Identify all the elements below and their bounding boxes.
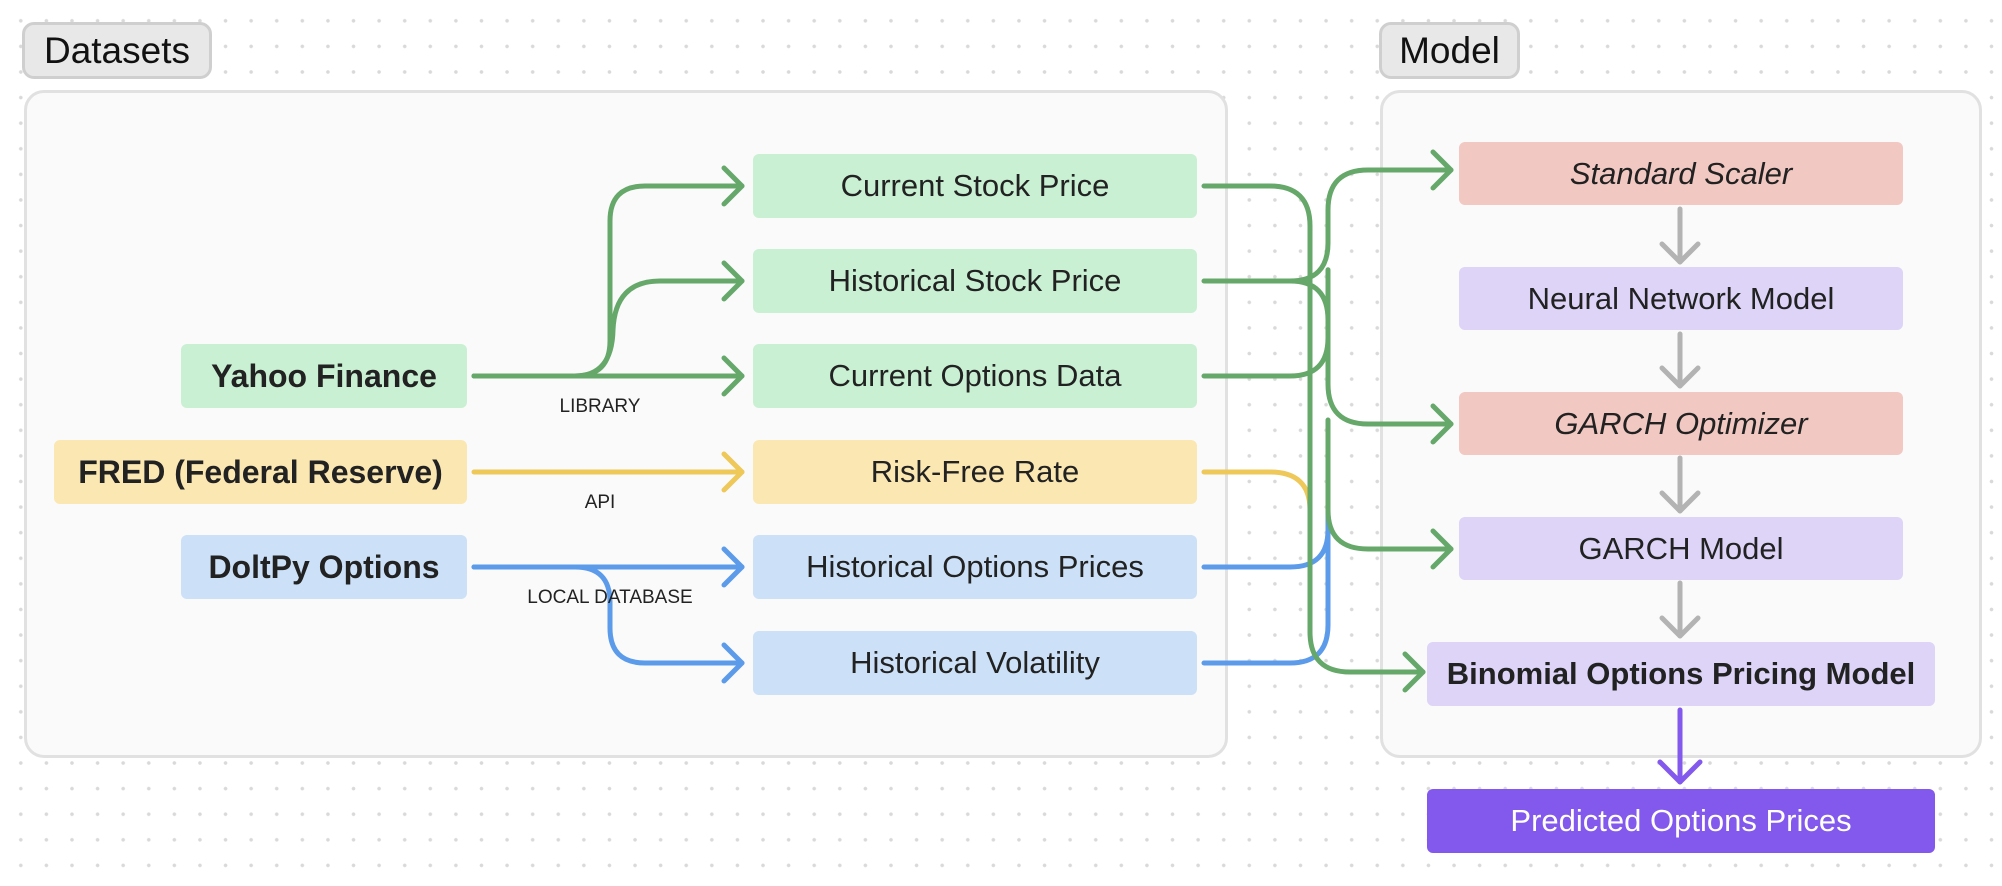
- node-predicted-options-prices: Predicted Options Prices: [1427, 789, 1935, 853]
- node-garch-model: GARCH Model: [1459, 517, 1903, 580]
- edge-label-library: LIBRARY: [559, 396, 641, 417]
- yahoo-edges: [471, 165, 745, 397]
- node-historical-stock-price: Historical Stock Price: [753, 249, 1197, 313]
- node-standard-scaler: Standard Scaler: [1459, 142, 1903, 205]
- node-historical-options-prices: Historical Options Prices: [753, 535, 1197, 599]
- node-current-options-data: Current Options Data: [753, 344, 1197, 408]
- edge-label-local-database: LOCAL DATABASE: [527, 587, 693, 608]
- model-group-label: Model: [1379, 22, 1520, 79]
- output-edge: [1657, 707, 1703, 785]
- node-historical-volatility: Historical Volatility: [753, 631, 1197, 695]
- node-binomial-options-pricing-model: Binomial Options Pricing Model: [1427, 642, 1935, 706]
- node-current-stock-price: Current Stock Price: [753, 154, 1197, 218]
- node-risk-free-rate: Risk-Free Rate: [753, 440, 1197, 504]
- node-garch-optimizer: GARCH Optimizer: [1459, 392, 1903, 455]
- model-internal-edges: [1659, 206, 1701, 639]
- edge-label-api: API: [584, 492, 616, 513]
- source-fred: FRED (Federal Reserve): [54, 440, 467, 504]
- source-yahoo-finance: Yahoo Finance: [181, 344, 467, 408]
- node-neural-network-model: Neural Network Model: [1459, 267, 1903, 330]
- datasets-group-label: Datasets: [22, 22, 212, 79]
- model-input-edges: [1201, 149, 1454, 693]
- doltpy-edges: [471, 497, 1331, 684]
- source-doltpy-options: DoltPy Options: [181, 535, 467, 599]
